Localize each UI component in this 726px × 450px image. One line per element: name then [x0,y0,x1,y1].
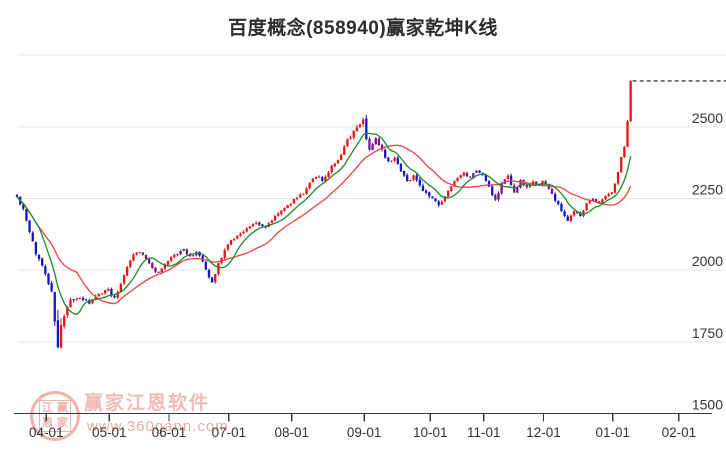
x-axis-label: 04-01 [29,425,64,440]
x-axis-label: 08-01 [275,425,310,440]
x-axis-label: 11-01 [467,425,501,440]
seal-char: 家 [57,417,68,429]
x-axis-label: 09-01 [347,425,382,440]
seal-char: 赢 [57,402,68,414]
watermark-seal-characters: 江 赢 恩 家 [39,400,71,432]
x-axis-label: 01-01 [596,425,631,440]
chart-title: 百度概念(858940)赢家乾坤K线 [228,18,498,39]
y-axis-label: 1500 [692,397,723,413]
x-axis-label: 07-01 [212,425,247,440]
x-axis-label: 05-01 [92,425,127,440]
x-axis-label: 02-01 [662,425,697,440]
y-axis-label: 2000 [692,253,723,269]
watermark-url: www.360gann.com [87,418,229,435]
seal-char: 恩 [42,417,53,429]
watermark-brand: 赢家江恩软件 [84,393,211,414]
x-axis-label: 10-01 [413,425,448,440]
seal-char: 江 [42,402,53,414]
x-axis-label: 06-01 [152,425,187,440]
watermark-seal: 江 赢 恩 家 [30,391,80,441]
y-axis-label: 1750 [692,325,723,341]
x-axis-label: 12-01 [526,425,561,440]
y-axis-label: 2250 [692,181,723,197]
y-axis-label: 2500 [692,110,723,126]
